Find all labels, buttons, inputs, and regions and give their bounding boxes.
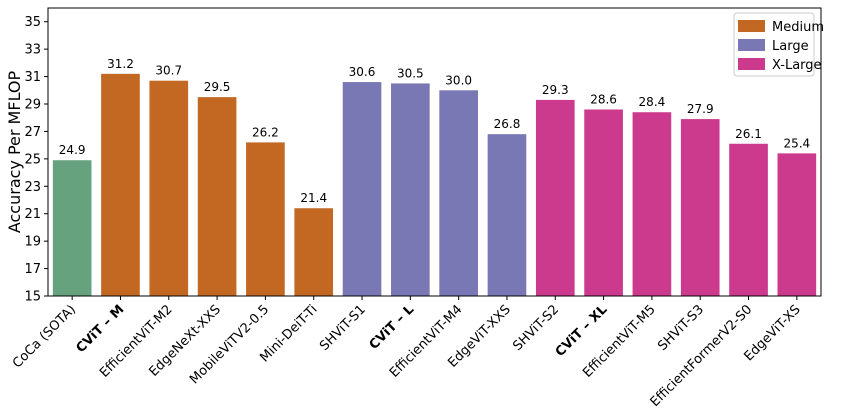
value-label-cvit-xl: 28.6: [590, 92, 617, 106]
y-tick-label: 33: [24, 43, 41, 58]
legend-label-large: Large: [772, 39, 809, 54]
legend-label-x-large: X-Large: [772, 58, 822, 73]
y-axis-ticks: 15 17 19 21 23 25 27 29 31 33 35: [24, 15, 48, 305]
value-label-cvit-m: 31.2: [107, 57, 134, 71]
bar-efficientvit-m2: [149, 80, 189, 296]
bar-edgenext-xxs: [197, 97, 237, 296]
y-tick-label: 23: [24, 180, 41, 195]
legend-swatch-x-large: [738, 58, 765, 70]
x-tick-label-shvit-s2: SHViT-S2: [510, 302, 562, 354]
value-label-mobilevitv2-0-5: 26.2: [252, 125, 279, 139]
bar-cvit-m: [101, 73, 140, 296]
bar-mobilevitv2-0-5: [246, 142, 285, 296]
bars-layer: [52, 73, 817, 297]
value-label-efficientvit-m5: 28.4: [639, 95, 666, 109]
value-label-efficientformerv2-s0: 26.1: [735, 127, 762, 141]
y-tick-label: 15: [24, 290, 41, 305]
x-tick-label-coca-sota: CoCa (SOTA): [10, 302, 79, 371]
bar-cvit-xl: [584, 109, 623, 297]
value-label-coca-sota: 24.9: [59, 143, 86, 157]
y-tick-label: 31: [24, 70, 41, 85]
y-tick-label: 25: [24, 152, 41, 167]
plot-frame: [47, 7, 822, 297]
y-tick-label: 29: [24, 98, 41, 113]
bar-efficientformerv2-s0: [729, 143, 768, 296]
value-label-shvit-s3: 27.9: [687, 102, 714, 116]
bar-shvit-s3: [680, 119, 720, 296]
bar-mini-deit-ti: [294, 208, 334, 296]
value-label-shvit-s1: 30.6: [349, 65, 376, 79]
value-label-edgevit-xs: 25.4: [783, 136, 810, 150]
value-label-mini-deit-ti: 21.4: [300, 191, 327, 205]
bar-efficientvit-m5: [632, 112, 672, 296]
value-label-cvit-l: 30.5: [397, 66, 424, 80]
y-tick-label: 35: [24, 15, 41, 30]
legend-label-medium: Medium: [772, 20, 824, 35]
legend-swatch-large: [738, 39, 765, 51]
legend-swatch-medium: [738, 20, 765, 32]
bar-efficientvit-m4: [439, 90, 478, 296]
bar-shvit-s1: [342, 82, 382, 296]
legend: Medium Large X-Large: [733, 12, 824, 77]
bar-coca-sota: [52, 160, 92, 296]
x-axis-ticks: CoCa (SOTA)CViT – MEfficientViT-M2EdgeNe…: [10, 296, 804, 410]
x-tick-label-cvit-l: CViT – L: [367, 302, 418, 353]
x-tick-label-shvit-s1: SHViT-S1: [317, 302, 369, 354]
y-tick-label: 17: [24, 262, 41, 277]
value-label-efficientvit-m2: 30.7: [155, 64, 182, 78]
value-label-edgevit-xxs: 26.8: [494, 117, 521, 131]
value-label-shvit-s2: 29.3: [542, 83, 569, 97]
bar-cvit-l: [391, 83, 430, 297]
value-label-edgenext-xxs: 29.5: [204, 80, 231, 94]
x-tick-label-shvit-s3: SHViT-S3: [655, 302, 707, 354]
value-label-efficientvit-m4: 30.0: [445, 73, 472, 87]
y-axis-label: Accuracy Per MFLOP: [5, 70, 24, 233]
y-tick-label: 27: [24, 125, 41, 140]
bar-edgevit-xs: [777, 153, 817, 296]
bar-shvit-s2: [535, 99, 575, 296]
bar-edgevit-xxs: [487, 134, 527, 296]
y-tick-label: 21: [24, 207, 41, 222]
y-tick-label: 19: [24, 235, 41, 250]
value-labels: 24.9 31.2 30.7 29.5 26.2 21.4 30.6 30.5 30.0 26.8…: [59, 57, 810, 205]
